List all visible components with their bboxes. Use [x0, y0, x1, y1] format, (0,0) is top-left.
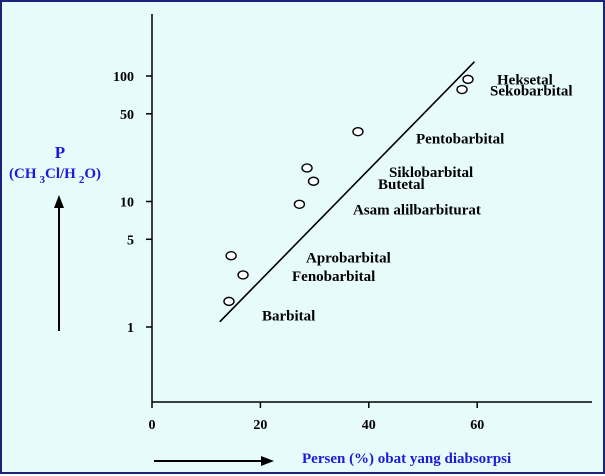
x-tick-label: 0 — [149, 418, 156, 433]
y-axis-solvent: (CH 3Cl/H 2O) — [9, 166, 101, 186]
data-point — [307, 176, 320, 186]
data-point — [225, 250, 237, 261]
data-point — [223, 296, 235, 307]
y-axis-solvent-sub-3: 3 — [40, 174, 46, 186]
compound-label: Aprobarbital — [306, 251, 391, 267]
y-tick-label: 10 — [120, 196, 134, 211]
y-axis-solvent-c: Cl/H — [45, 166, 76, 182]
marks — [219, 61, 476, 323]
y-axis-symbol: P — [55, 143, 65, 162]
y-tick-label: 50 — [120, 108, 134, 123]
compound-label: Pentobarbital — [416, 132, 504, 148]
right-arrow-icon — [261, 456, 274, 466]
x-tick-label: 40 — [362, 418, 376, 433]
y-axis-solvent-a: (CH — [9, 166, 37, 182]
data-point — [456, 84, 468, 95]
compound-label: Heksetal — [497, 72, 553, 88]
y-axis-solvent-sub-2: 2 — [79, 174, 85, 186]
axes: 1 5 10 50 100 0 20 40 60 — [113, 14, 592, 433]
data-point — [293, 199, 306, 209]
x-tick-label: 20 — [253, 418, 267, 433]
compound-label: Fenobarbital — [292, 269, 375, 285]
up-arrow-icon — [54, 195, 64, 208]
y-tick-label: 5 — [127, 233, 134, 248]
x-axis-title: Persen (%) obat yang diabsorpsi — [302, 451, 511, 467]
compound-label: Asam alilbarbiturat — [353, 202, 481, 218]
y-tick-label: 1 — [127, 321, 134, 336]
x-tick-label: 60 — [470, 418, 484, 433]
compound-label: Siklobarbital — [389, 165, 473, 181]
compound-label: Butetal — [378, 177, 425, 193]
y-tick-label: 100 — [113, 70, 134, 85]
axis-titles: P (CH 3Cl/H 2O) Persen (%) obat yang diabs… — [9, 143, 511, 467]
compound-label: Barbital — [262, 308, 315, 324]
y-axis-solvent-e: O) — [84, 166, 101, 182]
trend-line — [219, 61, 476, 323]
arrows — [54, 195, 274, 466]
data-point — [237, 270, 249, 280]
compound-label: Sekobarbital — [490, 84, 573, 100]
data-point — [462, 74, 474, 85]
data-point — [352, 126, 364, 137]
data-point — [301, 163, 313, 173]
